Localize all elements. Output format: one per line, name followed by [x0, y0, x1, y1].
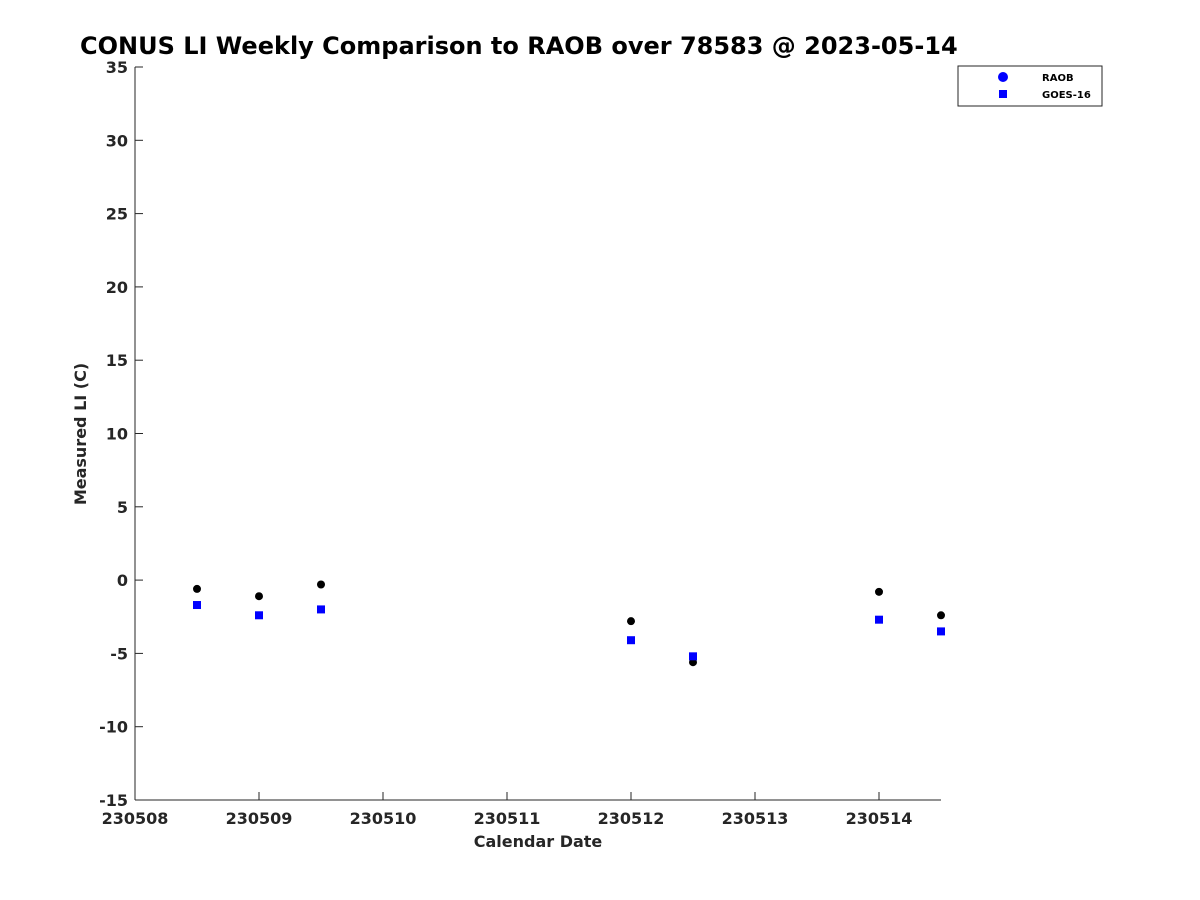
- data-point: [193, 584, 201, 593]
- x-tick-label: 230514: [846, 809, 913, 828]
- data-point: [193, 601, 201, 610]
- y-tick-label: 15: [106, 351, 128, 370]
- series-raob: [193, 580, 945, 667]
- y-tick-label: -15: [99, 791, 128, 810]
- data-point: [875, 615, 883, 624]
- plot-area: [193, 580, 945, 667]
- y-tick-label: 35: [106, 58, 128, 77]
- data-point: [627, 636, 635, 645]
- y-tick-label: 5: [117, 498, 128, 517]
- x-tick-label: 230513: [722, 809, 789, 828]
- legend-marker: [998, 72, 1008, 82]
- series-goes-16: [193, 601, 945, 661]
- legend-label: RAOB: [1042, 73, 1074, 84]
- data-point: [875, 587, 883, 596]
- x-tick-label: 230512: [598, 809, 665, 828]
- x-axis-label: Calendar Date: [474, 832, 603, 851]
- y-tick-label: -10: [99, 718, 128, 737]
- legend-box: [957, 65, 1103, 107]
- y-tick-label: 10: [106, 425, 128, 444]
- legend: RAOB GOES-16: [957, 65, 1103, 107]
- y-tick-label: -5: [110, 644, 128, 663]
- data-point: [937, 627, 945, 636]
- y-axis-label: Measured LI (C): [71, 363, 90, 505]
- x-tick-label: 230509: [226, 809, 293, 828]
- data-point: [317, 605, 325, 614]
- y-tick-label: 20: [106, 278, 128, 297]
- data-point: [689, 652, 697, 661]
- x-tick-label: 230508: [102, 809, 169, 828]
- y-tick-label: 25: [106, 205, 128, 224]
- y-tick-label: 0: [117, 571, 128, 590]
- legend-label: GOES-16: [1042, 90, 1091, 101]
- data-point: [255, 611, 263, 620]
- y-tick-label: 30: [106, 131, 128, 150]
- chart-title: CONUS LI Weekly Comparison to RAOB over …: [80, 32, 958, 60]
- data-point: [937, 611, 945, 620]
- legend-marker: [999, 90, 1007, 98]
- data-point: [255, 592, 263, 601]
- x-tick-label: 230510: [350, 809, 417, 828]
- data-point: [317, 580, 325, 589]
- x-tick-label: 230511: [474, 809, 541, 828]
- data-point: [627, 617, 635, 626]
